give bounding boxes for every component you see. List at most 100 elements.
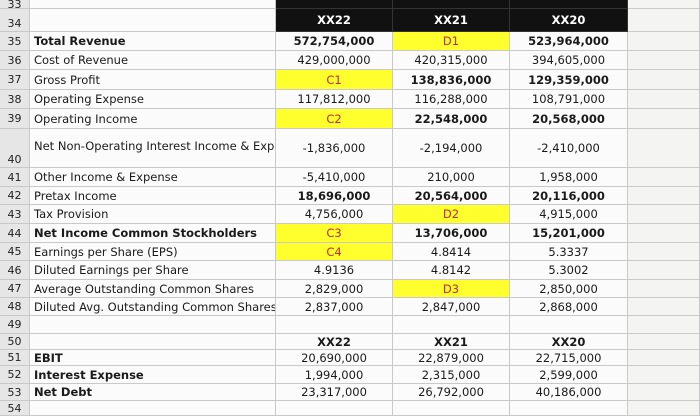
value-cell: 40,186,000: [510, 384, 628, 401]
value-cell: [276, 401, 393, 416]
label-cell: [30, 9, 276, 32]
header-cell: [393, 0, 510, 9]
row-number: 54: [0, 401, 30, 416]
row-label: EBIT: [30, 350, 276, 366]
value-cell: 2,837,000: [276, 298, 393, 316]
empty-cell: [628, 224, 700, 243]
column-header: XX20: [510, 9, 628, 32]
value-cell: 20,564,000: [393, 187, 510, 205]
value-cell: 4.9136: [276, 261, 393, 280]
row-number: 44: [0, 224, 30, 243]
row-number: 40: [0, 129, 30, 168]
value-cell: 20,568,000: [510, 109, 628, 129]
value-cell: 420,315,000: [393, 51, 510, 70]
value-cell: 572,754,000: [276, 32, 393, 51]
label-cell: [30, 401, 276, 416]
row-number: 48: [0, 298, 30, 316]
value-cell: -2,194,000: [393, 129, 510, 168]
value-cell: 22,548,000: [393, 109, 510, 129]
row-number: 52: [0, 366, 30, 384]
row-number: 53: [0, 384, 30, 401]
row-label: Diluted Avg. Outstanding Common Shares: [30, 298, 276, 316]
column-header: XX21: [393, 9, 510, 32]
row-number: 37: [0, 70, 30, 90]
empty-cell: [628, 280, 700, 298]
value-cell: C2: [276, 109, 393, 129]
row-number: 47: [0, 280, 30, 298]
value-cell: -2,410,000: [510, 129, 628, 168]
value-cell: 22,715,000: [510, 350, 628, 366]
empty-cell: [628, 70, 700, 90]
value-cell: [510, 401, 628, 416]
column-header: XX21: [393, 334, 510, 350]
value-cell: 429,000,000: [276, 51, 393, 70]
value-cell: 210,000: [393, 168, 510, 187]
row-label: Pretax Income: [30, 187, 276, 205]
row-number: 35: [0, 32, 30, 51]
header-cell: [510, 0, 628, 9]
value-cell: C3: [276, 224, 393, 243]
empty-cell: [628, 51, 700, 70]
empty-cell: [628, 298, 700, 316]
row-number: 45: [0, 243, 30, 261]
empty-cell: [628, 32, 700, 51]
empty-cell: [628, 90, 700, 109]
value-cell: D3: [393, 280, 510, 298]
empty-cell: [628, 9, 700, 32]
value-cell: 2,847,000: [393, 298, 510, 316]
row-label: Tax Provision: [30, 205, 276, 224]
value-cell: C4: [276, 243, 393, 261]
row-number: 43: [0, 205, 30, 224]
value-cell: 1,994,000: [276, 366, 393, 384]
empty-cell: [628, 187, 700, 205]
value-cell: [393, 316, 510, 334]
row-label: Net Non-Operating Interest Income & Expe…: [30, 129, 276, 168]
label-cell: [30, 316, 276, 334]
value-cell: 22,879,000: [393, 350, 510, 366]
value-cell: D2: [393, 205, 510, 224]
value-cell: 394,605,000: [510, 51, 628, 70]
row-number: 51: [0, 350, 30, 366]
row-label: Net Income Common Stockholders: [30, 224, 276, 243]
value-cell: 23,317,000: [276, 384, 393, 401]
empty-cell: [628, 366, 700, 384]
value-cell: 4,915,000: [510, 205, 628, 224]
row-label: Net Debt: [30, 384, 276, 401]
empty-cell: [628, 401, 700, 416]
value-cell: -5,410,000: [276, 168, 393, 187]
row-label: Cost of Revenue: [30, 51, 276, 70]
empty-cell: [628, 243, 700, 261]
row-label: Gross Profit: [30, 70, 276, 90]
value-cell: 108,791,000: [510, 90, 628, 109]
row-label: Earnings per Share (EPS): [30, 243, 276, 261]
column-header: XX20: [510, 334, 628, 350]
value-cell: 20,116,000: [510, 187, 628, 205]
column-header: XX22: [276, 9, 393, 32]
value-cell: 26,792,000: [393, 384, 510, 401]
value-cell: [393, 401, 510, 416]
value-cell: 5.3337: [510, 243, 628, 261]
column-header: XX22: [276, 334, 393, 350]
value-cell: 15,201,000: [510, 224, 628, 243]
empty-cell: [628, 0, 700, 9]
empty-cell: [628, 168, 700, 187]
empty-cell: [628, 261, 700, 280]
value-cell: 2,868,000: [510, 298, 628, 316]
header-cell: [276, 0, 393, 9]
row-number: 34: [0, 9, 30, 32]
value-cell: 116,288,000: [393, 90, 510, 109]
value-cell: 13,706,000: [393, 224, 510, 243]
value-cell: 2,829,000: [276, 280, 393, 298]
value-cell: C1: [276, 70, 393, 90]
row-label: Interest Expense: [30, 366, 276, 384]
row-label: Diluted Earnings per Share: [30, 261, 276, 280]
row-label: Operating Expense: [30, 90, 276, 109]
empty-cell: [628, 109, 700, 129]
empty-cell: [628, 316, 700, 334]
value-cell: 20,690,000: [276, 350, 393, 366]
row-label: Average Outstanding Common Shares: [30, 280, 276, 298]
row-number: 42: [0, 187, 30, 205]
empty-cell: [628, 334, 700, 350]
value-cell: [276, 316, 393, 334]
empty-cell: [628, 350, 700, 366]
